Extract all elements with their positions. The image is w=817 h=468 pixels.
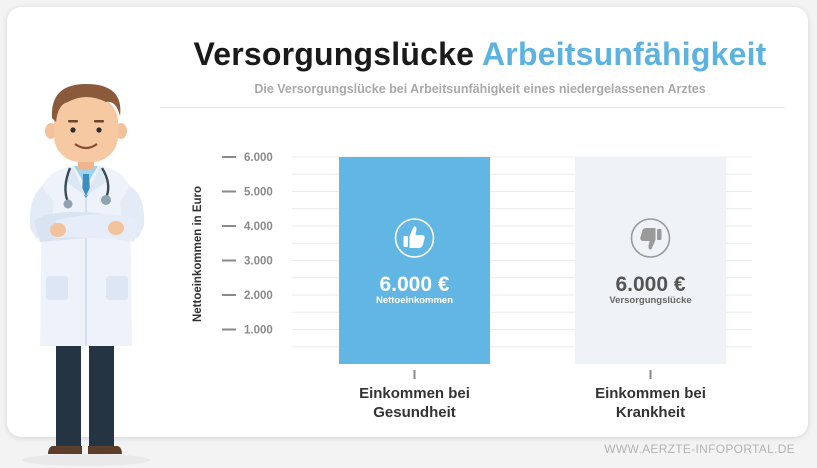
bar-sub-label: Versorgungslücke: [609, 295, 691, 306]
x-axis: Einkommen bei Gesundheit Einkommen bei Kran…: [359, 370, 706, 421]
x-category-label: Krankheit: [616, 404, 685, 421]
bar-sub-label: Nettoeinkommen: [376, 295, 453, 306]
y-axis: 1.000 2.000 3.000 4.000 5.000 6.000: [222, 152, 273, 337]
thumbs-down-icon: [630, 218, 671, 258]
header-divider: [160, 107, 785, 108]
y-tick-label: 6.000: [244, 152, 273, 164]
watermark: WWW.AERZTE-INFOPORTAL.DE: [604, 442, 795, 456]
bar-value-label: 6.000 €: [615, 273, 685, 296]
bar-health: [339, 157, 490, 364]
y-tick-label: 4.000: [244, 221, 273, 233]
x-category-label: Einkommen bei: [595, 385, 706, 402]
x-category-label: Gesundheit: [373, 404, 456, 421]
y-tick-label: 1.000: [244, 325, 273, 337]
bar-value-label: 6.000 €: [379, 273, 449, 296]
y-tick-label: 5.000: [244, 187, 273, 199]
bar-sick: [575, 157, 726, 364]
thumbs-up-icon: [394, 218, 435, 258]
x-category-label: Einkommen bei: [359, 385, 470, 402]
title-accent: Arbeitsunfähigkeit: [482, 36, 767, 72]
y-axis-label: Nettoeinkommen in Euro: [192, 186, 204, 322]
page-title: Versorgungslücke Arbeitsunfähigkeit: [160, 36, 800, 73]
y-tick-label: 3.000: [244, 256, 273, 268]
doctor-illustration: [22, 84, 150, 466]
title-main: Versorgungslücke: [193, 36, 475, 72]
y-tick-label: 2.000: [244, 290, 273, 302]
page-subtitle: Die Versorgungslücke bei Arbeitsunfähigk…: [254, 82, 706, 96]
